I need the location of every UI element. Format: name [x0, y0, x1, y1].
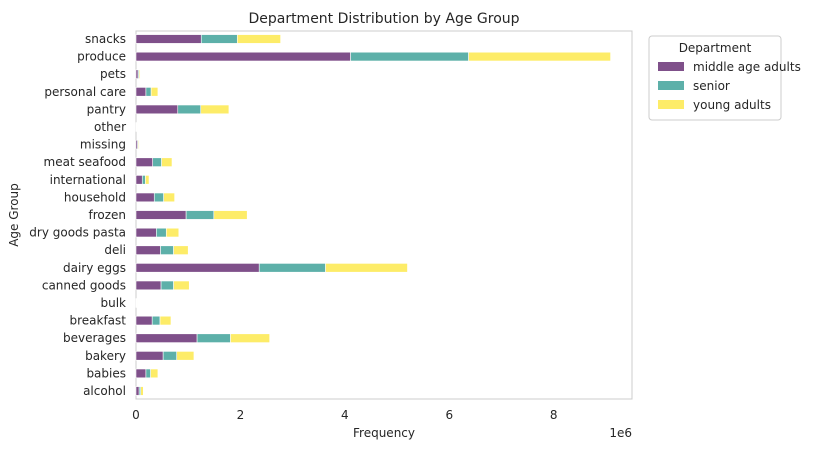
- bar-missing-young-adults: [138, 140, 139, 149]
- chart-title: Department Distribution by Age Group: [248, 11, 519, 27]
- bar-babies-senior: [146, 369, 151, 378]
- legend-label-middle-age-adults: middle age adults: [693, 60, 801, 74]
- bar-breakfast-middle-age-adults: [136, 316, 152, 325]
- y-tick-label: bulk: [100, 296, 126, 310]
- bar-international-senior: [142, 175, 145, 184]
- legend-swatch-senior: [658, 81, 684, 90]
- bar-deli-middle-age-adults: [136, 246, 161, 255]
- bar-babies-middle-age-adults: [136, 369, 146, 378]
- bar-pets-young-adults: [139, 70, 140, 79]
- x-offset-label: 1e6: [609, 426, 632, 440]
- bar-frozen-young-adults: [214, 211, 247, 220]
- bar-breakfast-senior: [152, 316, 160, 325]
- bar-meat-seafood-young-adults: [162, 158, 172, 167]
- y-tick-label: pets: [100, 67, 126, 81]
- bar-dairy-eggs-young-adults: [326, 263, 408, 272]
- y-tick-label: beverages: [63, 331, 126, 345]
- bar-babies-young-adults: [151, 369, 158, 378]
- legend-label-senior: senior: [693, 79, 730, 93]
- bar-deli-senior: [161, 246, 174, 255]
- x-tick-labels: 0 2 4 6 8: [132, 408, 557, 422]
- bar-dairy-eggs-senior: [259, 263, 325, 272]
- bar-bakery-senior: [163, 351, 177, 360]
- bar-deli-young-adults: [174, 246, 189, 255]
- x-tick-label: 2: [237, 408, 245, 422]
- bar-pantry-middle-age-adults: [136, 105, 178, 114]
- legend-title: Department: [679, 41, 752, 55]
- bar-bakery-middle-age-adults: [136, 351, 163, 360]
- y-tick-label: babies: [86, 366, 126, 380]
- bar-pets-middle-age-adults: [136, 70, 138, 79]
- bar-snacks-middle-age-adults: [136, 35, 201, 44]
- y-tick-label: canned goods: [42, 278, 126, 292]
- bar-pantry-young-adults: [201, 105, 229, 114]
- legend-label-young-adults: young adults: [693, 98, 771, 112]
- bar-frozen-senior: [186, 211, 214, 220]
- y-tick-labels: alcohol babies bakery beverages breakfast bul…: [29, 32, 126, 398]
- y-tick-label: breakfast: [69, 314, 126, 328]
- y-tick-label: dry goods pasta: [29, 226, 126, 240]
- bar-produce-middle-age-adults: [136, 52, 351, 61]
- bar-pantry-senior: [178, 105, 201, 114]
- x-tick-label: 0: [132, 408, 140, 422]
- bar-beverages-middle-age-adults: [136, 334, 197, 343]
- bar-personal-care-young-adults: [151, 87, 158, 96]
- bar-household-young-adults: [164, 193, 175, 202]
- bar-frozen-middle-age-adults: [136, 211, 186, 220]
- bar-dry-goods-pasta-middle-age-adults: [136, 228, 156, 237]
- bar-bakery-young-adults: [177, 351, 194, 360]
- bar-beverages-young-adults: [231, 334, 270, 343]
- x-tick-label: 6: [445, 408, 453, 422]
- bar-dry-goods-pasta-senior: [156, 228, 166, 237]
- y-tick-label: other: [94, 120, 126, 134]
- bar-dry-goods-pasta-young-adults: [166, 228, 179, 237]
- y-tick-label: meat seafood: [44, 155, 126, 169]
- y-tick-label: alcohol: [83, 384, 126, 398]
- bar-canned-goods-senior: [161, 281, 174, 290]
- y-tick-label: bakery: [85, 349, 126, 363]
- bar-personal-care-senior: [146, 87, 151, 96]
- y-tick-label: deli: [104, 243, 126, 257]
- bar-household-senior: [154, 193, 163, 202]
- y-tick-label: personal care: [44, 85, 126, 99]
- x-tick-label: 4: [341, 408, 349, 422]
- y-tick-label: missing: [80, 138, 126, 152]
- y-tick-label: dairy eggs: [63, 261, 126, 275]
- bar-meat-seafood-senior: [153, 158, 162, 167]
- bar-dairy-eggs-middle-age-adults: [136, 263, 259, 272]
- bar-snacks-senior: [201, 35, 237, 44]
- bar-household-middle-age-adults: [136, 193, 154, 202]
- y-tick-label: international: [50, 173, 126, 187]
- y-tick-label: household: [64, 190, 126, 204]
- bar-personal-care-middle-age-adults: [136, 87, 146, 96]
- y-tick-label: produce: [77, 50, 126, 64]
- bar-beverages-senior: [197, 334, 230, 343]
- y-tick-label: pantry: [87, 102, 126, 116]
- bar-international-middle-age-adults: [136, 175, 142, 184]
- legend-swatch-middle-age-adults: [658, 62, 684, 71]
- y-tick-label: snacks: [85, 32, 126, 46]
- x-tick-label: 8: [550, 408, 558, 422]
- bar-breakfast-young-adults: [160, 316, 171, 325]
- bar-produce-young-adults: [469, 52, 611, 61]
- bar-alcohol-middle-age-adults: [136, 387, 139, 396]
- bar-canned-goods-middle-age-adults: [136, 281, 161, 290]
- legend-swatch-young-adults: [658, 100, 684, 109]
- x-axis-label: Frequency: [353, 426, 415, 440]
- bar-international-young-adults: [145, 175, 149, 184]
- bar-produce-senior: [351, 52, 469, 61]
- bar-meat-seafood-middle-age-adults: [136, 158, 153, 167]
- y-tick-label: frozen: [88, 208, 126, 222]
- bar-alcohol-young-adults: [141, 387, 144, 396]
- bar-canned-goods-young-adults: [174, 281, 190, 290]
- bar-snacks-young-adults: [237, 35, 280, 44]
- legend: Department middle age adults senior young …: [649, 36, 801, 120]
- y-axis-label: Age Group: [7, 183, 21, 247]
